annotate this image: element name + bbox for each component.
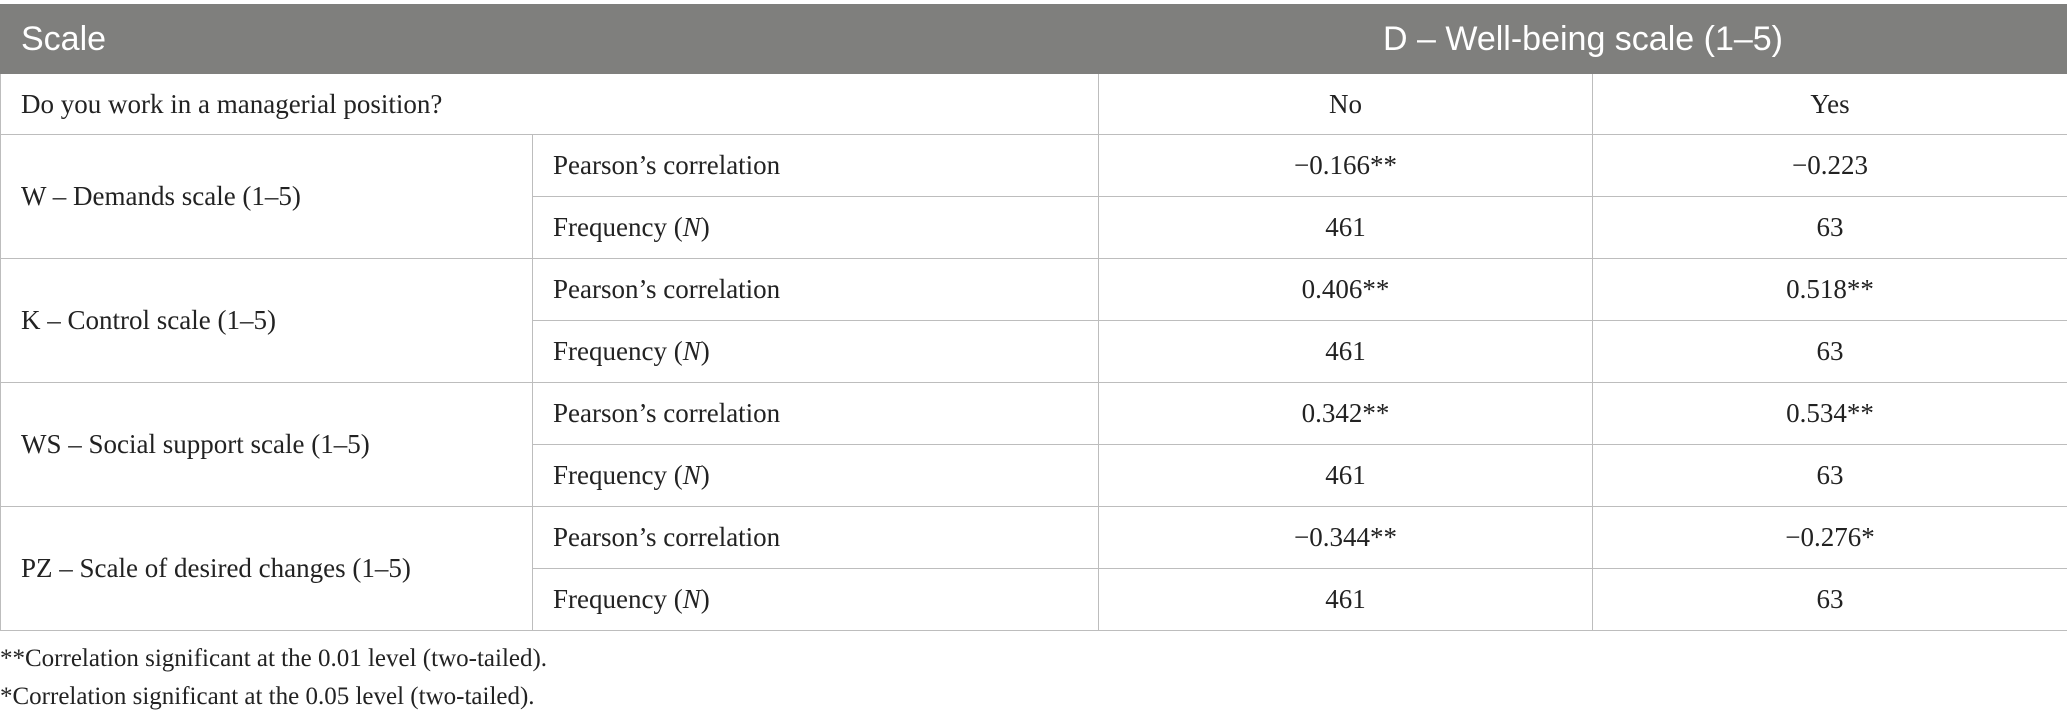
frequency-label: Frequency (N): [532, 444, 1099, 507]
pearson-yes-value: −0.223: [1592, 134, 2067, 197]
frequency-yes-value: 63: [1592, 196, 2067, 259]
footnote-single-asterisk: *Correlation significant at the 0.05 lev…: [0, 683, 535, 710]
frequency-no-value: 461: [1098, 444, 1593, 507]
pearson-no-value: 0.406**: [1098, 258, 1593, 321]
managerial-question-row: Do you work in a managerial position? No…: [0, 73, 2067, 135]
correlation-table: Scale D – Well-being scale (1–5) Do you …: [0, 4, 2067, 631]
table-row: Frequency (N) 461 63: [1, 320, 2067, 383]
pearson-no-value: −0.344**: [1098, 506, 1593, 569]
table-row: PZ – Scale of desired changes (1–5) Pear…: [0, 506, 2067, 631]
table-row: Frequency (N) 461 63: [1, 444, 2067, 507]
frequency-no-value: 461: [1098, 568, 1593, 631]
pearson-label: Pearson’s correlation: [532, 382, 1099, 445]
scale-name: W – Demands scale (1–5): [0, 134, 533, 259]
table-row: K – Control scale (1–5) Pearson’s correl…: [0, 258, 2067, 383]
no-column-header: No: [1098, 73, 1593, 135]
pearson-no-value: −0.166**: [1098, 134, 1593, 197]
frequency-no-value: 461: [1098, 320, 1593, 383]
scale-column-header: Scale: [0, 4, 1099, 74]
yes-column-header: Yes: [1592, 73, 2067, 135]
pearson-yes-value: −0.276*: [1592, 506, 2067, 569]
scale-name: K – Control scale (1–5): [0, 258, 533, 383]
table-footnotes: **Correlation significant at the 0.01 le…: [0, 640, 547, 716]
table-row: W – Demands scale (1–5) Pearson’s correl…: [0, 134, 2067, 259]
pearson-label: Pearson’s correlation: [532, 258, 1099, 321]
table-row: WS – Social support scale (1–5) Pearson’…: [0, 382, 2067, 507]
pearson-label: Pearson’s correlation: [532, 134, 1099, 197]
wellbeing-column-header: D – Well-being scale (1–5): [1098, 4, 2067, 74]
frequency-yes-value: 63: [1592, 444, 2067, 507]
table-header-row: Scale D – Well-being scale (1–5): [0, 4, 2067, 74]
pearson-label: Pearson’s correlation: [532, 506, 1099, 569]
scale-name: PZ – Scale of desired changes (1–5): [0, 506, 533, 631]
frequency-yes-value: 63: [1592, 320, 2067, 383]
scale-name: WS – Social support scale (1–5): [0, 382, 533, 507]
pearson-no-value: 0.342**: [1098, 382, 1593, 445]
table-row: Frequency (N) 461 63: [1, 196, 2067, 259]
frequency-label: Frequency (N): [532, 568, 1099, 631]
frequency-no-value: 461: [1098, 196, 1593, 259]
frequency-label: Frequency (N): [532, 196, 1099, 259]
frequency-label: Frequency (N): [532, 320, 1099, 383]
pearson-yes-value: 0.518**: [1592, 258, 2067, 321]
footnote-double-asterisk: **Correlation significant at the 0.01 le…: [0, 645, 548, 672]
pearson-yes-value: 0.534**: [1592, 382, 2067, 445]
frequency-yes-value: 63: [1592, 568, 2067, 631]
managerial-question: Do you work in a managerial position?: [0, 73, 1099, 135]
table-row: Frequency (N) 461 63: [1, 568, 2067, 631]
